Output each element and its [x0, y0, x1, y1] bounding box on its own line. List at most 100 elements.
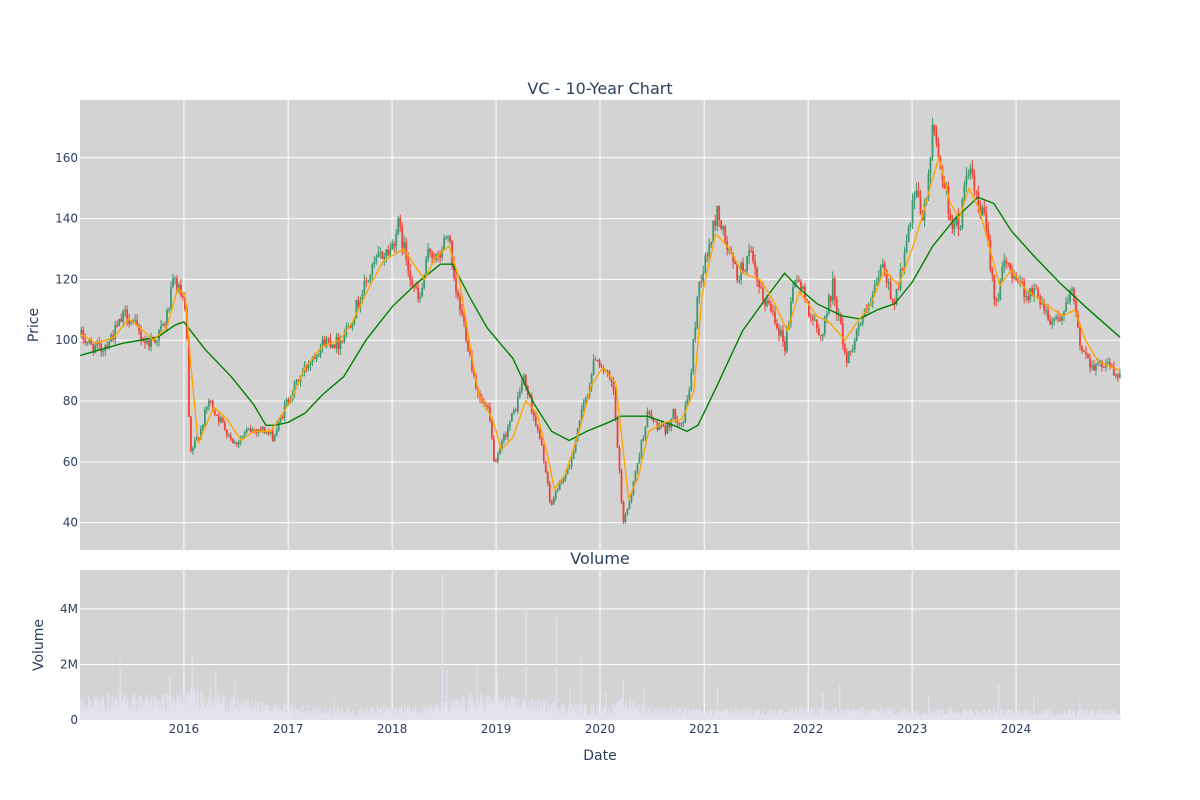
candle-body	[861, 316, 864, 324]
volume-bar	[1084, 716, 1086, 720]
volume-bar	[1053, 713, 1055, 720]
volume-bar	[465, 711, 467, 720]
volume-bar	[1008, 710, 1010, 720]
volume-bar	[656, 716, 658, 720]
volume-bar	[729, 713, 730, 720]
candle-body	[849, 351, 852, 353]
volume-bar	[177, 694, 179, 720]
volume-bar	[514, 708, 516, 720]
volume-bar	[608, 706, 610, 720]
volume-bar	[403, 705, 405, 720]
volume-bar	[645, 706, 647, 720]
volume-bar	[448, 709, 450, 720]
volume-bar	[422, 706, 424, 720]
volume-bar	[236, 707, 238, 720]
volume-bar	[698, 708, 700, 720]
volume-bar	[1103, 714, 1105, 720]
volume-bar	[840, 716, 842, 720]
candle-body	[907, 227, 910, 242]
volume-bar	[835, 708, 837, 720]
volume-bar	[749, 714, 751, 720]
volume-bar	[284, 715, 286, 720]
volume-bar	[732, 712, 734, 720]
volume-bar	[428, 712, 430, 720]
volume-bar	[583, 707, 585, 720]
volume-bar	[978, 715, 980, 720]
volume-bar	[145, 699, 147, 720]
volume-bar	[291, 713, 293, 720]
volume-spike-bar	[333, 697, 335, 720]
volume-bar	[617, 703, 619, 720]
volume-bar	[1047, 708, 1049, 720]
volume-bar	[730, 708, 732, 720]
volume-bar	[702, 712, 704, 720]
volume-spike-bar	[998, 683, 1000, 720]
volume-bar	[594, 715, 596, 720]
volume-bar	[1061, 713, 1062, 720]
volume-bar	[578, 704, 580, 720]
candle-body	[439, 254, 441, 258]
candle-body	[114, 324, 117, 340]
volume-bar	[535, 710, 537, 720]
candle-body	[209, 400, 212, 402]
volume-bar	[850, 709, 852, 720]
candle-body	[750, 250, 752, 252]
volume-bar	[496, 700, 498, 720]
candle-body	[983, 207, 986, 214]
volume-bar	[869, 712, 871, 720]
volume-bar	[539, 712, 541, 720]
volume-bar	[152, 710, 154, 720]
volume-bar	[142, 700, 144, 720]
volume-bar	[1090, 709, 1091, 720]
candle-body	[197, 437, 200, 439]
volume-bar	[464, 702, 466, 720]
candle-body	[985, 213, 988, 229]
candle-body	[259, 429, 262, 431]
candle-body	[1029, 287, 1032, 300]
volume-bar	[1004, 714, 1006, 720]
candle-body	[231, 439, 234, 444]
volume-bar	[256, 710, 258, 720]
volume-bar	[265, 704, 267, 720]
volume-bar	[944, 714, 946, 720]
volume-bar	[591, 704, 593, 720]
volume-bar	[926, 712, 928, 720]
volume-bar	[101, 703, 103, 720]
volume-bar	[818, 708, 820, 720]
volume-bar	[689, 713, 691, 720]
volume-bar	[466, 709, 468, 720]
volume-bar	[931, 712, 933, 720]
volume-bar	[1030, 712, 1032, 720]
volume-bar	[407, 710, 409, 720]
volume-bar	[227, 706, 229, 720]
volume-bar	[693, 713, 695, 720]
volume-bar	[1107, 711, 1109, 720]
volume-bar	[704, 711, 706, 720]
date-tick-label: 2021	[689, 722, 720, 736]
candle-body	[710, 242, 713, 245]
volume-bar	[368, 710, 370, 720]
volume-bar	[584, 703, 586, 720]
volume-bar	[457, 705, 459, 720]
volume-bar	[607, 712, 609, 720]
candle-body	[385, 249, 388, 257]
volume-bar	[354, 716, 356, 720]
volume-bar	[256, 711, 258, 720]
volume-bar	[639, 713, 640, 720]
volume-bar	[505, 706, 507, 720]
volume-bar	[845, 711, 847, 720]
volume-bar	[1114, 709, 1115, 720]
volume-bar	[521, 700, 523, 720]
volume-bar	[695, 710, 697, 720]
volume-bar	[609, 715, 611, 720]
volume-bar	[308, 712, 310, 720]
price-y-tick-label: 100	[55, 333, 78, 347]
candle-body	[554, 490, 557, 499]
volume-bar	[927, 716, 929, 720]
volume-bar	[1021, 717, 1023, 720]
candle-body	[331, 344, 334, 348]
candle-body	[341, 340, 344, 342]
volume-bar	[641, 703, 643, 720]
volume-bar	[581, 714, 583, 720]
volume-bar	[673, 709, 675, 720]
